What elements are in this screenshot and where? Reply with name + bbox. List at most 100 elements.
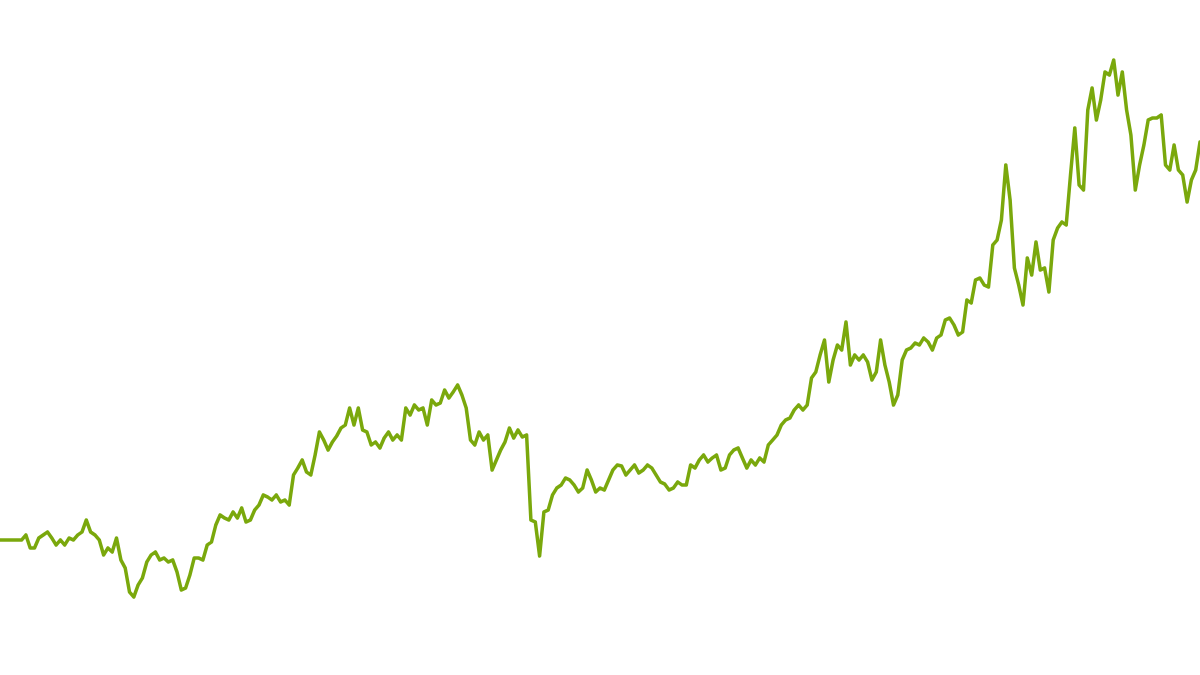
data-point (460, 393, 464, 397)
data-point (1151, 116, 1154, 120)
data-point (404, 406, 408, 410)
data-point (844, 320, 848, 324)
data-point (507, 426, 511, 430)
data-point (425, 423, 429, 427)
data-point (602, 488, 606, 492)
data-point (0, 538, 2, 542)
data-point (279, 500, 283, 504)
data-point (848, 363, 852, 367)
data-point (1189, 178, 1193, 182)
data-point (810, 376, 813, 380)
data-point (356, 406, 360, 410)
data-point (784, 418, 788, 422)
data-point (1125, 108, 1129, 112)
data-point (361, 428, 365, 432)
data-point (943, 318, 947, 322)
data-point (1082, 188, 1085, 192)
data-point (749, 458, 753, 462)
data-point (939, 333, 943, 337)
data-point (50, 536, 54, 540)
data-point (71, 538, 75, 542)
data-point (15, 538, 19, 542)
data-point (434, 403, 438, 407)
data-point (374, 440, 377, 444)
data-point (205, 543, 209, 547)
data-point (1116, 93, 1120, 97)
data-point (900, 358, 904, 362)
data-point (689, 463, 693, 467)
data-point (637, 471, 641, 475)
data-point (115, 536, 118, 540)
data-point (438, 401, 442, 405)
data-point (1176, 168, 1180, 172)
data-point (335, 434, 339, 438)
data-point (667, 488, 671, 492)
data-point (244, 520, 248, 524)
data-point (1086, 108, 1090, 112)
data-point (149, 553, 153, 557)
data-point (248, 518, 252, 522)
data-point (551, 493, 554, 497)
data-point (300, 458, 304, 462)
data-point (546, 508, 550, 512)
data-point (175, 570, 179, 574)
data-point (365, 430, 369, 434)
data-point (740, 456, 744, 460)
data-point (464, 406, 468, 410)
data-point (835, 343, 839, 347)
data-point (1025, 256, 1029, 260)
data-point (1146, 118, 1150, 122)
data-point (995, 238, 999, 242)
data-point (292, 473, 295, 477)
data-point (1004, 163, 1008, 167)
data-point (430, 398, 434, 402)
data-point (1012, 266, 1016, 270)
data-point (67, 536, 71, 540)
data-point (382, 436, 386, 440)
data-point (654, 473, 658, 477)
data-point (693, 466, 697, 470)
data-point (974, 278, 977, 282)
data-point (581, 486, 585, 490)
data-point (1133, 188, 1137, 192)
data-point (330, 440, 334, 444)
data-point (797, 403, 801, 407)
data-point (24, 533, 28, 537)
data-point (33, 546, 36, 550)
data-point (188, 573, 192, 577)
data-point (999, 218, 1003, 222)
data-point (63, 543, 67, 547)
data-point (913, 341, 917, 345)
data-point (771, 438, 775, 442)
data-point (1090, 86, 1094, 90)
data-point (1064, 223, 1068, 227)
data-point (369, 443, 373, 447)
data-point (896, 393, 900, 397)
data-point (283, 498, 287, 502)
data-point (270, 498, 274, 502)
data-point (97, 538, 101, 542)
data-point (671, 486, 675, 490)
data-point (158, 558, 162, 562)
data-point (1138, 163, 1142, 167)
data-point (1129, 133, 1133, 137)
data-point (607, 478, 611, 482)
data-point (197, 556, 201, 560)
data-point (46, 530, 49, 534)
data-point (1164, 163, 1167, 167)
data-point (956, 333, 960, 337)
data-point (80, 530, 84, 534)
data-point (728, 453, 731, 457)
data-point (1103, 70, 1107, 74)
data-point (201, 558, 205, 562)
data-point (223, 516, 226, 520)
series-layer (0, 58, 1200, 599)
data-point (110, 550, 114, 554)
data-point (779, 423, 783, 427)
data-point (499, 448, 503, 452)
data-point (214, 523, 218, 527)
data-point (123, 566, 127, 570)
data-point (145, 560, 149, 564)
data-point (620, 464, 624, 468)
data-point (969, 301, 973, 305)
